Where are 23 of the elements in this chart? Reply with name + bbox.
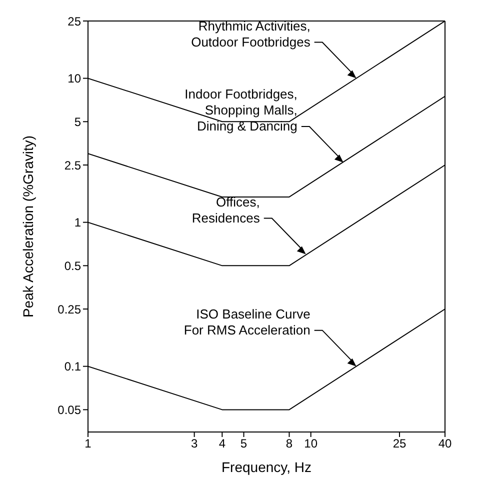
y-tick-label: 0.25: [58, 302, 82, 316]
x-tick-label: 3: [190, 436, 198, 451]
y-tick-label: 1: [74, 216, 82, 230]
x-tick-label: 5: [240, 436, 248, 451]
y-tick-label: 5: [74, 114, 82, 129]
x-tick-label: 10: [304, 436, 318, 451]
y-axis-title: Peak Acceleration (%Gravity): [20, 135, 36, 318]
y-tick-label: 0.1: [64, 360, 82, 374]
x-tick-label: 1: [84, 436, 92, 451]
x-tick-label: 40: [438, 436, 452, 451]
y-tick-label: 0.05: [58, 402, 82, 417]
x-axis-title: Frequency, Hz: [222, 459, 312, 475]
annotation: Offices, Residences: [192, 194, 260, 226]
y-tick-label: 2.5: [64, 158, 82, 172]
annotation: Indoor Footbridges, Shopping Malls, Dining & Dancing: [184, 86, 298, 134]
annotation: ISO Baseline Curve For RMS Acceleration: [184, 306, 310, 338]
y-tick-label: 10: [68, 72, 82, 86]
annotation: Rhythmic Activities, Outdoor Footbridges: [191, 18, 311, 50]
x-tick-label: 25: [392, 436, 407, 451]
x-tick-label: 4: [218, 436, 226, 451]
x-tick-label: 8: [286, 436, 293, 451]
y-tick-label: 0.5: [64, 258, 82, 273]
y-tick-label: 25: [68, 14, 82, 28]
